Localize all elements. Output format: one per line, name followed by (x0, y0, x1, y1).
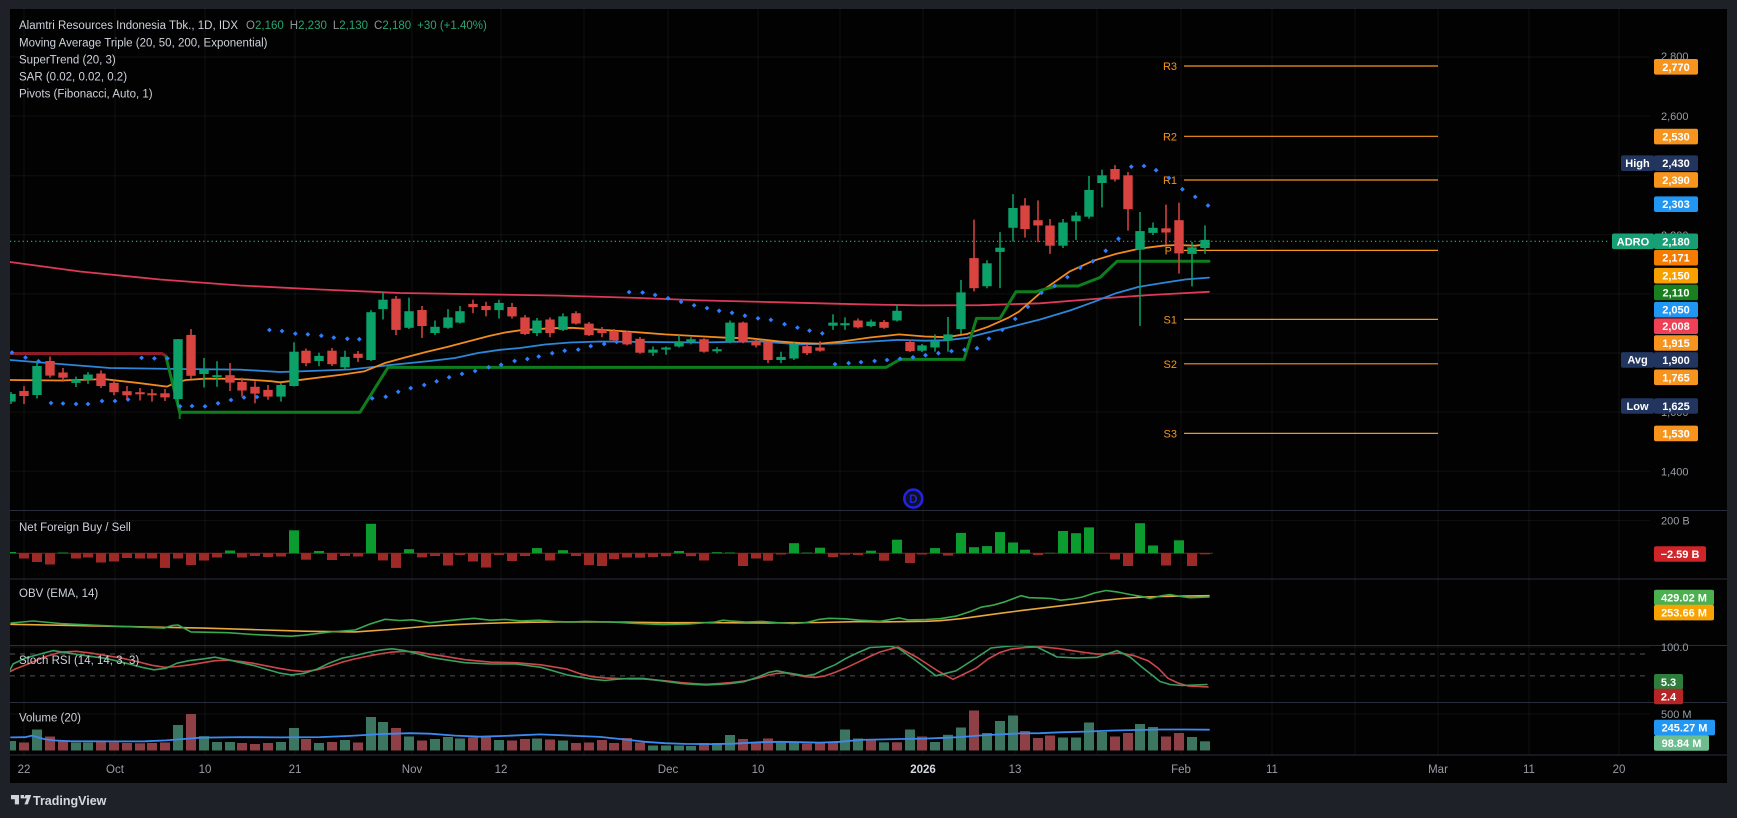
svg-text:S3: S3 (1164, 428, 1177, 440)
svg-text:21: 21 (289, 764, 302, 776)
svg-text:D: D (909, 494, 917, 506)
svg-text:10: 10 (199, 764, 212, 776)
svg-text:2,770: 2,770 (1662, 62, 1690, 74)
svg-text:Net Foreign Buy / Sell: Net Foreign Buy / Sell (19, 522, 131, 534)
svg-text:20: 20 (1613, 764, 1626, 776)
svg-text:1,625: 1,625 (1662, 401, 1690, 413)
svg-text:P: P (1165, 245, 1172, 257)
svg-text:429.02 M: 429.02 M (1661, 593, 1707, 605)
svg-text:1,915: 1,915 (1662, 338, 1690, 350)
svg-text:SuperTrend (20, 3): SuperTrend (20, 3) (19, 55, 116, 67)
svg-text:Alamtri Resources Indonesia Tb: Alamtri Resources Indonesia Tbk., 1D, ID… (19, 20, 487, 32)
svg-text:R2: R2 (1163, 131, 1177, 143)
svg-text:11: 11 (1523, 764, 1535, 776)
svg-text:2,171: 2,171 (1662, 253, 1690, 265)
svg-text:22: 22 (18, 764, 31, 776)
svg-text:200 B: 200 B (1661, 516, 1690, 528)
svg-text:2,600: 2,600 (1661, 111, 1689, 123)
svg-text:TradingView: TradingView (33, 794, 107, 808)
svg-text:2,050: 2,050 (1662, 305, 1690, 317)
svg-text:1,530: 1,530 (1662, 428, 1690, 440)
svg-text:−2.59 B: −2.59 B (1661, 549, 1700, 561)
svg-text:2,303: 2,303 (1662, 199, 1690, 211)
svg-text:ADRO: ADRO (1617, 236, 1650, 248)
svg-text:1,765: 1,765 (1662, 372, 1690, 384)
svg-text:100.0: 100.0 (1661, 642, 1689, 654)
svg-text:2,110: 2,110 (1663, 287, 1690, 299)
svg-text:Avg: Avg (1627, 355, 1647, 367)
svg-text:Moving Average Triple (20, 50,: Moving Average Triple (20, 50, 200, Expo… (19, 38, 268, 50)
svg-text:2,430: 2,430 (1662, 158, 1690, 170)
svg-text:2,530: 2,530 (1662, 132, 1690, 144)
svg-text:Feb: Feb (1171, 764, 1191, 776)
svg-text:R1: R1 (1163, 175, 1177, 187)
svg-text:Dec: Dec (658, 764, 679, 776)
svg-text:Mar: Mar (1428, 764, 1448, 776)
svg-text:2,150: 2,150 (1662, 271, 1690, 283)
svg-text:Low: Low (1627, 401, 1649, 413)
svg-text:SAR (0.02, 0.02, 0.2): SAR (0.02, 0.02, 0.2) (19, 72, 127, 84)
svg-text:2,008: 2,008 (1662, 321, 1690, 333)
svg-text:13: 13 (1009, 764, 1022, 776)
svg-text:2026: 2026 (910, 764, 936, 776)
svg-text:Volume (20): Volume (20) (19, 713, 81, 725)
svg-text:2.4: 2.4 (1661, 692, 1677, 704)
svg-text:S2: S2 (1164, 359, 1177, 371)
svg-text:253.66 M: 253.66 M (1661, 608, 1707, 620)
svg-text:2,180: 2,180 (1662, 236, 1690, 248)
svg-text:High: High (1625, 158, 1650, 170)
svg-text:Pivots (Fibonacci, Auto, 1): Pivots (Fibonacci, Auto, 1) (19, 89, 153, 101)
svg-text:5.3: 5.3 (1661, 677, 1676, 689)
svg-text:OBV (EMA, 14): OBV (EMA, 14) (19, 588, 98, 600)
svg-text:2,390: 2,390 (1662, 175, 1690, 187)
svg-text:10: 10 (752, 764, 765, 776)
svg-text:12: 12 (495, 764, 508, 776)
svg-text:Nov: Nov (402, 764, 423, 776)
svg-text:R3: R3 (1163, 61, 1177, 73)
svg-text:S1: S1 (1164, 314, 1177, 326)
svg-text:98.84 M: 98.84 M (1662, 738, 1702, 750)
svg-text:11: 11 (1266, 764, 1278, 776)
svg-text:1,900: 1,900 (1662, 355, 1690, 367)
svg-text:Oct: Oct (106, 764, 125, 776)
svg-text:Stoch RSI (14, 14, 3, 3): Stoch RSI (14, 14, 3, 3) (19, 655, 139, 667)
svg-text:1,400: 1,400 (1661, 467, 1689, 479)
svg-text:245.27 M: 245.27 M (1662, 723, 1708, 735)
svg-text:500 M: 500 M (1661, 709, 1692, 721)
